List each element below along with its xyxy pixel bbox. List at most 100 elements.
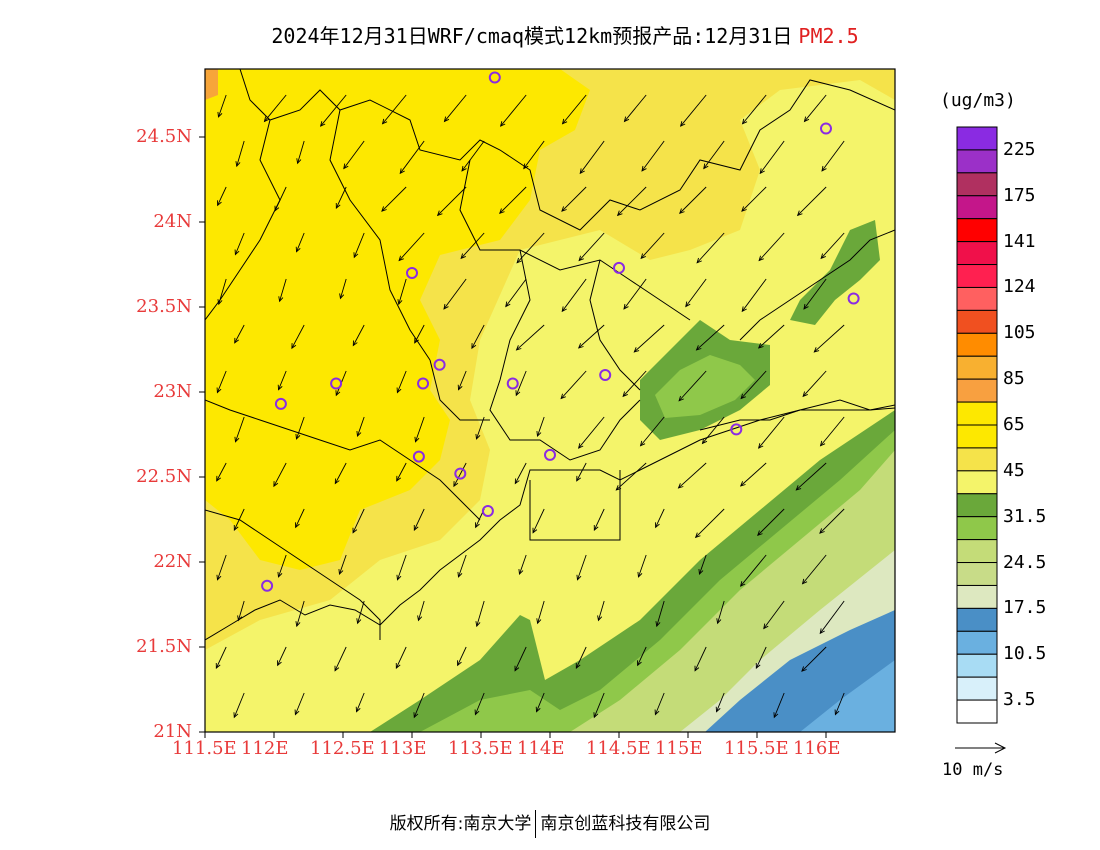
station-marker (454, 467, 467, 480)
zone-85-105 (205, 69, 218, 100)
legend-swatch (956, 309, 998, 334)
wind-arrow (474, 692, 485, 716)
wind-arrow (655, 600, 665, 628)
wind-arrow (334, 646, 347, 672)
wind-arrow (505, 278, 527, 308)
wind-arrow (396, 462, 407, 482)
wind-arrow (234, 324, 245, 344)
wind-arrow (453, 462, 467, 488)
wind-arrow (515, 370, 527, 397)
wind-arrow (579, 140, 605, 175)
legend-unit: (ug/m3) (940, 90, 1016, 111)
wind-arrow (295, 232, 305, 253)
wind-arrow (597, 600, 605, 622)
wind-arrow (637, 554, 647, 578)
legend-label: 31.5 (1003, 505, 1047, 527)
wind-arrow (759, 140, 785, 175)
lon-label: 112.5E (310, 738, 375, 759)
wind-arrow (803, 94, 827, 123)
wind-arrow (457, 554, 467, 578)
lon-label: 113.5E (448, 738, 513, 759)
title-pollutant: PM2.5 (798, 24, 859, 48)
wind-arrow (633, 324, 665, 353)
wind-arrow (515, 324, 545, 351)
wind-arrow (381, 94, 407, 125)
wind-arrow (561, 186, 587, 212)
legend-label: 85 (1003, 368, 1025, 390)
wind-arrow (695, 324, 725, 351)
wind-arrow (278, 278, 287, 303)
wind-arrow (352, 324, 365, 347)
wind-arrow (820, 232, 845, 260)
zone-31-45 (205, 80, 895, 732)
wind-arrow (757, 508, 785, 536)
wind-arrow (703, 140, 725, 170)
wind-arrow (397, 278, 407, 306)
legend-swatch (956, 355, 998, 380)
wind-arrow (622, 370, 647, 398)
wind-arrow (623, 278, 647, 310)
wind-arrow (499, 94, 527, 127)
wind-arrow (356, 600, 365, 625)
wind-arrow (319, 94, 347, 127)
wind-arrow (803, 278, 827, 310)
zone-65-85-b (205, 85, 370, 310)
wind-arrow (217, 278, 227, 306)
footer-left: 版权所有:南京大学 (389, 814, 532, 834)
monitoring-stations (261, 71, 860, 592)
legend-swatch (956, 126, 998, 151)
wind-key-label: 10 m/s (942, 760, 1004, 780)
wind-arrow (639, 416, 665, 447)
wind-arrow (263, 94, 287, 123)
wind-arrow (471, 324, 485, 350)
wind-arrow (339, 278, 347, 300)
wind-arrow (215, 646, 227, 669)
wind-arrow (698, 554, 707, 576)
legend-swatch (956, 562, 998, 586)
legend-swatch (956, 653, 998, 678)
wind-arrow (295, 600, 305, 628)
wind-arrow (741, 186, 767, 212)
color-legend (956, 126, 998, 724)
wind-arrow (616, 186, 647, 217)
wind-arrow (715, 692, 725, 713)
wind-arrow (338, 554, 347, 576)
lon-label: 116E (793, 738, 841, 759)
lon-label: 115E (655, 738, 703, 759)
wind-arrow (217, 94, 227, 118)
lat-label: 21N (153, 721, 192, 742)
wind-arrow (819, 416, 845, 447)
wind-arrow (685, 278, 707, 308)
wind-arrow (235, 140, 245, 168)
wind-arrow (457, 646, 467, 667)
wind-arrow (216, 554, 227, 581)
station-marker (544, 448, 556, 461)
lat-label: 22N (153, 551, 192, 572)
legend-swatch (956, 516, 998, 541)
legend-label: 10.5 (1003, 643, 1047, 665)
wind-arrow (291, 324, 305, 350)
wind-arrow (535, 692, 545, 713)
station-marker (599, 369, 612, 381)
wind-arrow (352, 508, 365, 534)
wind-arrow (834, 692, 845, 716)
wind-arrow (237, 600, 245, 622)
wind-arrow (233, 692, 245, 719)
legend-label: 45 (1003, 459, 1025, 481)
wind-arrow (295, 508, 305, 529)
pm25-concentration-field (205, 69, 895, 732)
wind-arrow (576, 554, 587, 581)
copyright-footer: 版权所有:南京大学 南京创蓝科技有限公司 (0, 809, 1100, 838)
wind-arrow (755, 646, 767, 669)
legend-swatch (956, 241, 998, 266)
lon-label: 114.5E (586, 738, 651, 759)
wind-arrow (701, 416, 725, 445)
wind-arrow (277, 554, 287, 578)
wind-arrow (294, 692, 305, 716)
wind-arrow (475, 600, 485, 628)
wind-arrow (436, 186, 467, 217)
wind-arrow (694, 646, 707, 672)
legend-swatch (956, 286, 998, 311)
wind-arrow (623, 94, 647, 123)
